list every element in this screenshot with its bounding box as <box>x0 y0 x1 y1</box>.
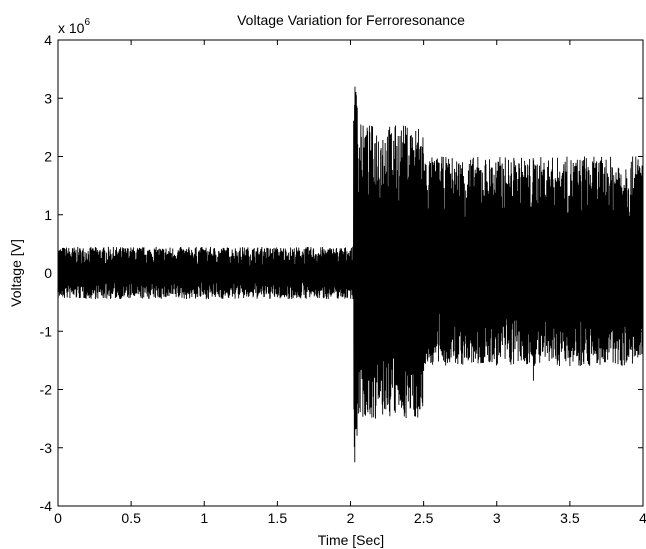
y-multiplier-base: x 10 <box>58 20 85 36</box>
voltage-series <box>57 86 644 463</box>
x-tick-label: 1.5 <box>268 510 288 526</box>
y-tick-label: -4 <box>40 498 53 514</box>
chart-title: Voltage Variation for Ferroresonance <box>237 12 465 28</box>
y-axis-label: Voltage [V] <box>8 239 24 307</box>
x-tick-label: 2 <box>347 510 355 526</box>
x-tick-label: 3.5 <box>560 510 580 526</box>
y-tick-label: 0 <box>44 265 52 281</box>
y-tick-label: -2 <box>40 382 53 398</box>
y-tick-label: 4 <box>44 32 52 48</box>
x-tick-label: 2.5 <box>414 510 434 526</box>
x-axis: 0 0.5 1 1.5 2 2.5 3 3.5 4 <box>54 40 646 526</box>
x-tick-label: 4 <box>639 510 646 526</box>
y-multiplier-exponent: 6 <box>84 17 90 28</box>
x-tick-label: 3 <box>493 510 501 526</box>
y-tick-label: -1 <box>40 323 53 339</box>
voltage-series-line <box>57 86 644 463</box>
y-axis: -4 -3 -2 -1 0 1 2 3 4 <box>40 32 643 514</box>
y-tick-label: 3 <box>44 90 52 106</box>
x-tick-label: 0.5 <box>121 510 141 526</box>
y-tick-label: 1 <box>44 207 52 223</box>
y-tick-label: -3 <box>40 440 53 456</box>
x-axis-label: Time [Sec] <box>318 532 384 548</box>
y-tick-label: 2 <box>44 149 52 165</box>
x-tick-label: 0 <box>54 510 62 526</box>
x-tick-label: 1 <box>200 510 208 526</box>
y-multiplier: x 106 <box>58 17 90 36</box>
